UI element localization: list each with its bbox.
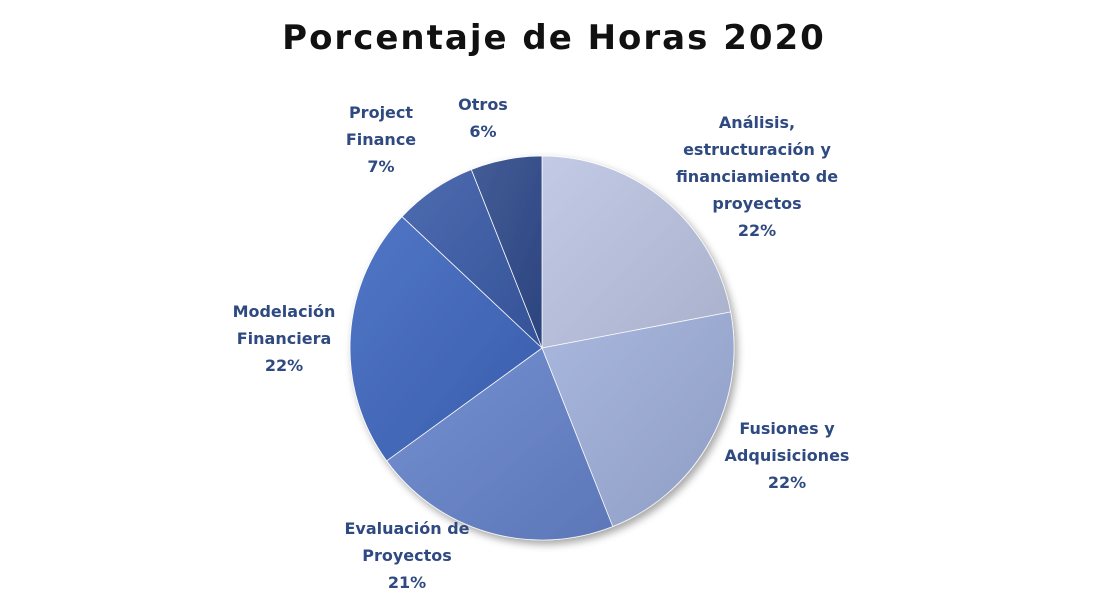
slice-name-line: Finance	[346, 130, 416, 149]
slice-label-project-finance: Project Finance 7%	[346, 103, 416, 176]
slice-name-line: estructuración y	[683, 140, 831, 159]
pie-slice-shading	[402, 169, 542, 348]
slice-name-line: Adquisiciones	[725, 446, 850, 465]
chart-title: Porcentaje de Horas 2020	[282, 18, 826, 58]
slice-name-line: Proyectos	[362, 546, 452, 565]
pie-slice-analisis-estructuracion-y-financiamiento-de-proyectos	[541, 155, 732, 349]
slice-label-evaluacion-de-proyectos: Evaluación de Proyectos 21%	[344, 519, 469, 592]
pie-slice-evaluacion-de-proyectos	[386, 347, 614, 541]
pie-slice-fusiones-y-adquisiciones	[541, 311, 735, 528]
slice-value-label: 6%	[469, 122, 496, 141]
pie-slice-modelacion-financiera	[349, 216, 543, 462]
slice-name-line: financiamiento de	[676, 167, 838, 186]
slice-name-line: Fusiones y	[739, 419, 835, 438]
slice-value-label: 7%	[367, 157, 394, 176]
pie-slice-otros	[470, 155, 543, 349]
slice-name-line: proyectos	[712, 194, 801, 213]
pie-slice-shading	[350, 216, 542, 461]
slice-name-line: Análisis,	[719, 113, 795, 132]
slice-label-modelacion-financiera: Modelación Financiera 22%	[233, 302, 336, 375]
slice-value-label: 21%	[388, 573, 426, 592]
slice-name-line: Modelación	[233, 302, 336, 321]
pie-labels: Análisis, estructuración y financiamiento …	[233, 95, 850, 592]
pie-slice-shading	[542, 312, 735, 527]
slice-value-label: 22%	[738, 221, 776, 240]
slice-label-analisis-estructuracion-y-financiamiento-de-proyectos: Análisis, estructuración y financiamiento …	[676, 113, 838, 240]
slice-value-label: 22%	[768, 473, 806, 492]
slice-label-fusiones-y-adquisiciones: Fusiones y Adquisiciones 22%	[725, 419, 850, 492]
slice-name-line: Otros	[458, 95, 508, 114]
slice-label-otros: Otros 6%	[458, 95, 508, 141]
slice-name-line: Evaluación de	[344, 519, 469, 538]
slice-value-label: 22%	[265, 356, 303, 375]
pie-slice-shading	[386, 348, 613, 541]
pie-slice-shading	[471, 155, 542, 348]
slice-name-line: Project	[349, 103, 413, 122]
slice-name-line: Financiera	[237, 329, 332, 348]
pie-slice-shading	[542, 156, 731, 348]
pie-slices	[349, 155, 735, 541]
